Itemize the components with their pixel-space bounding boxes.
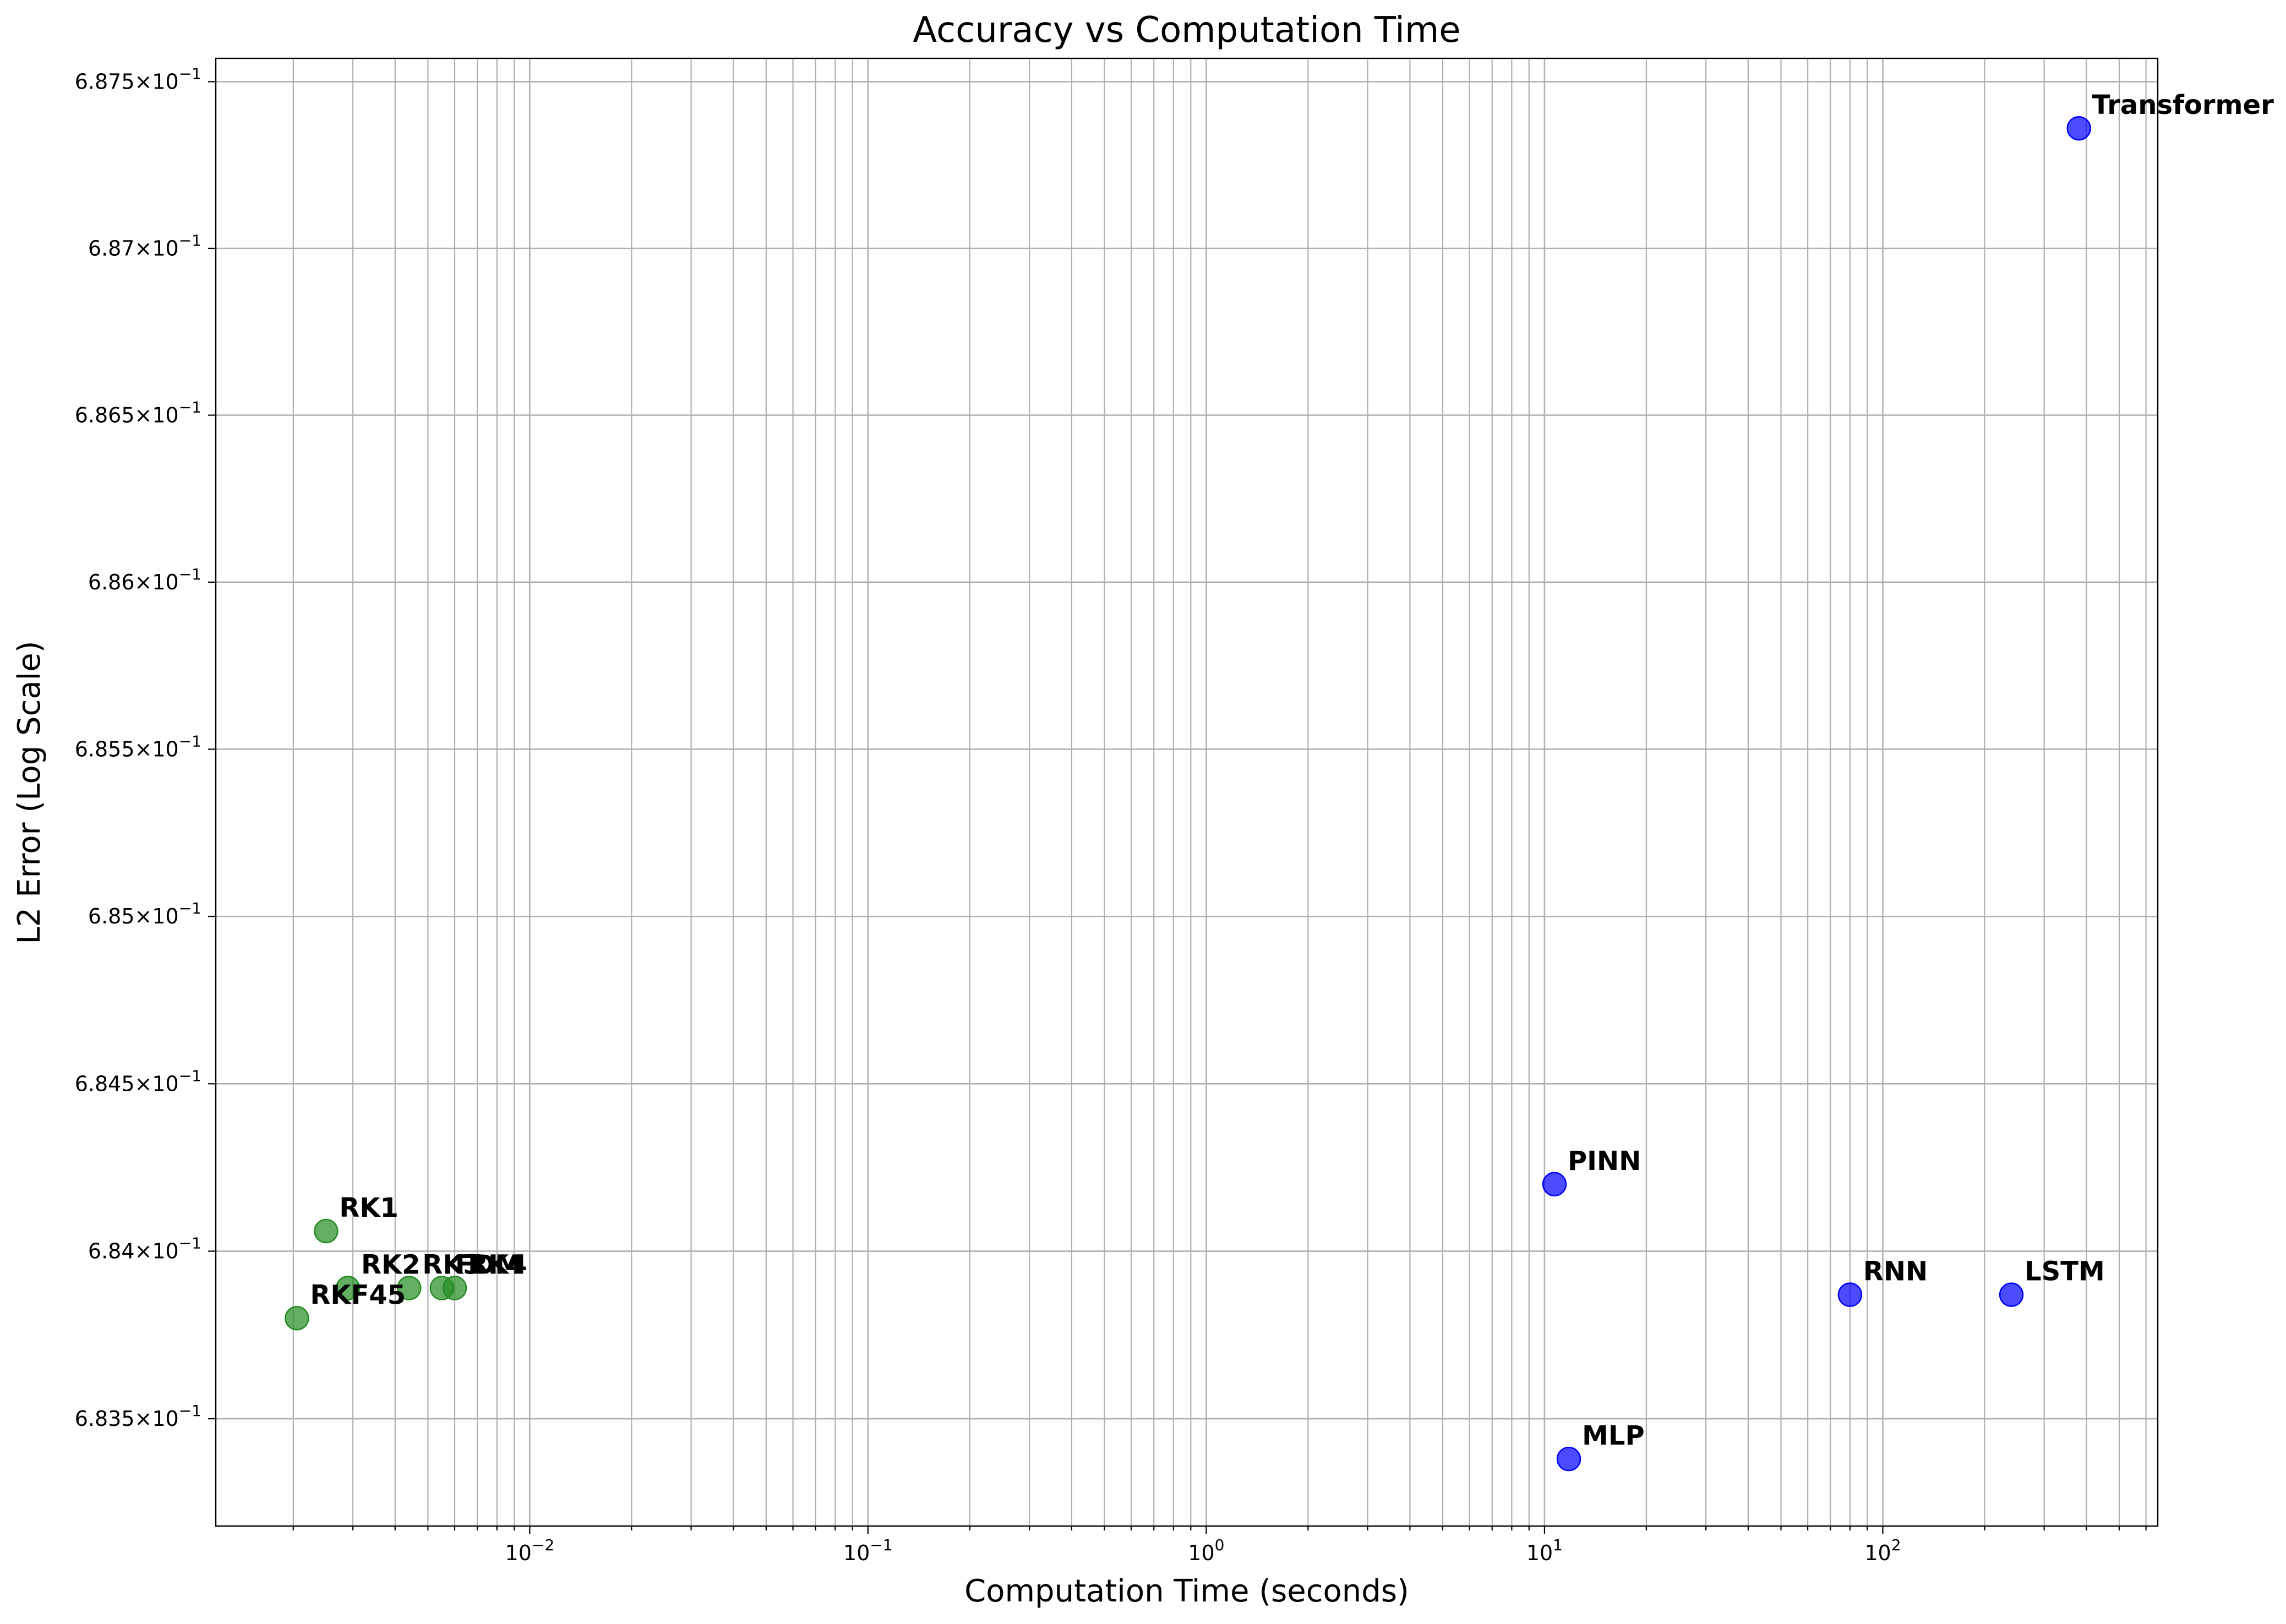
data-label-rk2: RK2 xyxy=(361,1250,421,1281)
data-point-rkf45 xyxy=(285,1306,309,1331)
data-label-rk4: RK4 xyxy=(468,1250,527,1281)
data-point-rk3 xyxy=(396,1276,422,1300)
grid-lines xyxy=(216,58,2158,1526)
chart-title: Accuracy vs Computation Time xyxy=(913,10,1460,51)
data-label-transformer: Transformer xyxy=(2092,90,2274,121)
x-tick-label: 101 xyxy=(1526,1536,1563,1565)
x-tick-label: 100 xyxy=(1188,1536,1224,1565)
y-tick-label: 6.835×10−1 xyxy=(75,1402,201,1431)
y-tick-label: 6.86×10−1 xyxy=(88,565,201,594)
plot-area-frame xyxy=(215,57,2159,1527)
y-tick-label: 6.87×10−1 xyxy=(88,231,201,260)
data-point-lstm xyxy=(1999,1282,2024,1307)
data-label-pinn: PINN xyxy=(1568,1146,1641,1177)
y-tick-label: 6.845×10−1 xyxy=(75,1067,201,1096)
y-tick-label: 6.875×10−1 xyxy=(75,64,201,94)
data-point-mlp xyxy=(1556,1446,1581,1472)
data-point-rk4 xyxy=(442,1276,467,1300)
data-label-rkf45: RKF45 xyxy=(310,1279,406,1310)
x-tick-label: 10−2 xyxy=(505,1536,555,1565)
data-point-pinn xyxy=(1542,1172,1567,1197)
data-point-rk2 xyxy=(335,1276,361,1300)
x-axis-title: Computation Time (seconds) xyxy=(964,1573,1409,1609)
x-tick-label: 10−1 xyxy=(843,1536,893,1565)
data-label-rnn: RNN xyxy=(1863,1256,1928,1287)
axis-ticks: 10−2 10−1 100 101 102 6.835×10−1 6.84×10−1 6.84… xyxy=(75,64,2147,1565)
data-point-rnn xyxy=(1837,1282,1863,1307)
data-point-transformer xyxy=(2066,116,2091,141)
data-label-mlp: MLP xyxy=(1582,1420,1645,1451)
y-tick-label: 6.855×10−1 xyxy=(75,732,201,761)
data-point-rk1 xyxy=(314,1218,339,1244)
y-tick-label: 6.865×10−1 xyxy=(75,398,201,427)
x-tick-label: 102 xyxy=(1864,1536,1901,1565)
data-label-rk3: RK3 xyxy=(422,1250,482,1281)
data-label-lstm: LSTM xyxy=(2025,1256,2105,1287)
data-label-fdm: FDM xyxy=(455,1250,521,1281)
y-tick-label: 6.85×10−1 xyxy=(88,899,201,928)
y-axis-title: L2 Error (Log Scale) xyxy=(12,641,47,944)
y-tick-label: 6.84×10−1 xyxy=(88,1234,201,1264)
data-label-rk1: RK1 xyxy=(339,1193,399,1223)
